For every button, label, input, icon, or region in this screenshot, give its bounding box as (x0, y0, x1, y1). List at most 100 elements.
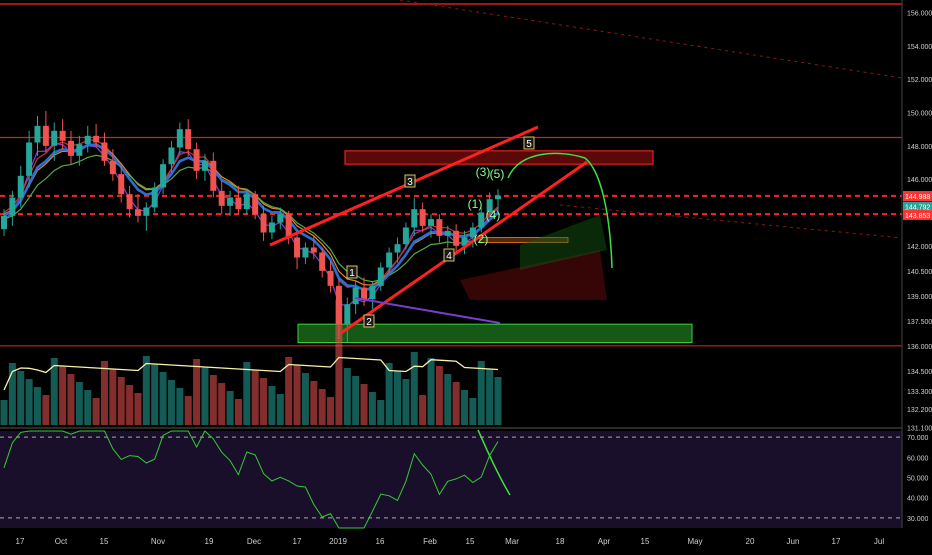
price-tick-label: 131.100 (907, 426, 932, 433)
rsi-projection-curve (477, 429, 511, 496)
volume-bar (268, 386, 276, 425)
candle[interactable] (93, 135, 100, 143)
candle[interactable] (143, 207, 150, 216)
candle[interactable] (243, 194, 250, 210)
volume-bar (134, 393, 142, 425)
candle[interactable] (134, 209, 141, 216)
candle[interactable] (252, 194, 259, 215)
candle[interactable] (369, 285, 376, 300)
candle[interactable] (151, 187, 158, 208)
candle[interactable] (101, 142, 108, 161)
candle[interactable] (495, 195, 501, 200)
volume-bar (427, 358, 435, 425)
volume-bar (352, 376, 360, 425)
volume-bar (419, 395, 427, 425)
channel-upper-line[interactable] (269, 125, 539, 247)
rsi-panel-background (0, 431, 902, 528)
candle[interactable] (428, 219, 435, 226)
price-tick-label: 146.000 (907, 177, 932, 184)
candle[interactable] (310, 247, 317, 253)
candle[interactable] (227, 197, 234, 206)
candle[interactable] (51, 130, 58, 146)
volume-bar (59, 366, 67, 425)
price-tick-label: 134.500 (907, 369, 932, 376)
candle[interactable] (1, 215, 7, 230)
trendline-long-dashed-2 (559, 204, 903, 239)
volume-bar (218, 383, 226, 425)
candle[interactable] (436, 219, 443, 236)
candle[interactable] (285, 214, 292, 238)
time-tick-label: 18 (556, 537, 565, 546)
candle[interactable] (277, 214, 284, 223)
candle[interactable] (327, 270, 334, 286)
volume-bar (193, 359, 201, 425)
candle[interactable] (193, 149, 200, 171)
candle[interactable] (344, 304, 351, 325)
candle[interactable] (126, 194, 133, 210)
candle[interactable] (461, 237, 468, 246)
candle[interactable] (294, 237, 301, 258)
volume-bar (75, 382, 83, 425)
candle[interactable] (17, 175, 24, 198)
candle[interactable] (176, 129, 183, 148)
candle[interactable] (386, 252, 393, 268)
candle[interactable] (302, 247, 309, 258)
volume-bar (67, 374, 75, 425)
time-tick-label: Apr (598, 537, 611, 546)
candle[interactable] (260, 214, 267, 233)
volume-bar (335, 300, 343, 425)
candle[interactable] (402, 227, 409, 245)
candle[interactable] (109, 160, 116, 175)
green-support-zone[interactable] (297, 323, 693, 343)
candle[interactable] (335, 285, 342, 325)
candle[interactable] (444, 230, 451, 236)
candle[interactable] (478, 212, 485, 228)
red-target-zone[interactable] (344, 150, 654, 165)
candle[interactable] (394, 244, 401, 253)
channel-lower-line[interactable] (340, 160, 588, 335)
volume-bar (318, 389, 326, 425)
candle[interactable] (268, 222, 275, 233)
candle[interactable] (210, 160, 217, 191)
candle[interactable] (377, 267, 384, 286)
candle[interactable] (67, 140, 74, 156)
candle[interactable] (486, 199, 493, 213)
candle[interactable] (168, 147, 175, 165)
candle[interactable] (76, 144, 83, 156)
orange-zone[interactable] (479, 237, 569, 243)
candle[interactable] (352, 287, 359, 305)
candle[interactable] (118, 174, 125, 195)
candle[interactable] (59, 130, 66, 141)
volume-bar (444, 374, 452, 425)
rsi-line (3, 430, 499, 529)
time-tick-label: 2019 (329, 537, 347, 546)
candle[interactable] (34, 125, 41, 143)
candle[interactable] (84, 135, 91, 145)
candle[interactable] (235, 197, 242, 210)
purple-trendline (354, 297, 501, 324)
candle[interactable] (361, 287, 368, 300)
price-badge (903, 191, 932, 202)
volume-bar (285, 357, 293, 425)
candle[interactable] (42, 125, 49, 146)
candle[interactable] (201, 160, 208, 171)
price-tick-label: 154.000 (907, 44, 932, 51)
volume-bar (151, 364, 159, 425)
candle[interactable] (185, 129, 192, 150)
rsi-tick-label: 30.000 (907, 516, 929, 523)
candle[interactable] (9, 197, 16, 216)
candle[interactable] (218, 190, 225, 206)
volume-bar (327, 397, 335, 425)
volume-bar (167, 380, 175, 425)
candle[interactable] (160, 164, 167, 188)
candle[interactable] (453, 230, 460, 246)
volume-bar (402, 379, 410, 425)
candle[interactable] (469, 227, 476, 238)
time-tick-label: 17 (832, 537, 841, 546)
candle[interactable] (26, 142, 33, 176)
candle[interactable] (419, 209, 426, 226)
candle[interactable] (319, 252, 326, 271)
candle[interactable] (411, 209, 418, 228)
